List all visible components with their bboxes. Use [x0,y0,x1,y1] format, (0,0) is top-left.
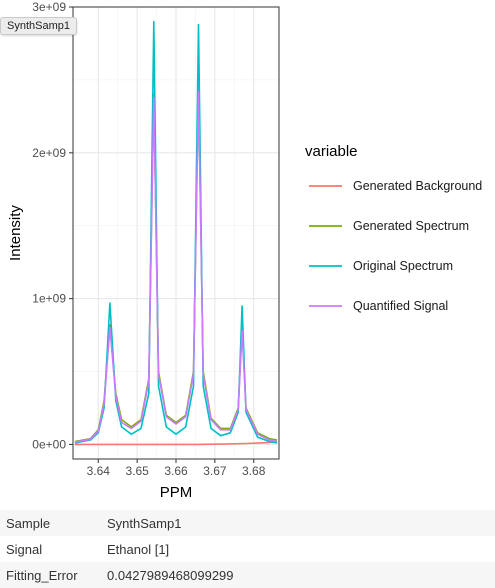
legend-title: variable [305,143,358,160]
sample-key: Sample [0,510,101,536]
sample-value: SynthSamp1 [101,510,495,536]
y-tick-label: 3e+09 [32,0,66,14]
series-line [74,441,278,446]
fitting-error-key: Fitting_Error [0,562,101,588]
x-tick-label: 3.68 [242,464,266,478]
legend-label: Quantified Signal [353,299,448,313]
x-axis-title: PPM [160,484,193,501]
sample-tooltip: SynthSamp1 [0,17,77,35]
signal-key: Signal [0,536,101,562]
legend-label: Generated Spectrum [353,219,469,233]
legend-label: Generated Background [353,179,482,193]
fitting-error-value: 0.0427989468099299 [101,562,495,588]
x-tick-label: 3.65 [125,464,149,478]
x-tick-label: 3.66 [164,464,188,478]
x-tick-label: 3.67 [203,464,227,478]
x-tick-label: 3.64 [87,464,111,478]
series-line [74,90,278,443]
y-tick-label: 0e+00 [32,437,66,451]
info-table: Sample SynthSamp1 Signal Ethanol [1] Fit… [0,510,495,588]
y-axis-title: Intensity [7,205,24,261]
y-tick-label: 2e+09 [32,146,66,160]
table-row: Fitting_Error 0.0427989468099299 [0,562,495,588]
table-row: Signal Ethanol [1] [0,536,495,562]
chart: 3.64 3.65 3.66 3.67 3.68 0e+00 1e+09 2e+09 3e+09… [7,0,482,501]
signal-value: Ethanol [1] [101,536,495,562]
plot-border [72,6,280,460]
y-tick-label: 1e+09 [32,292,66,306]
table-row: Sample SynthSamp1 [0,510,495,536]
chart-svg: 3.64 3.65 3.66 3.67 3.68 0e+00 1e+09 2e+09 3e+09… [7,0,482,501]
legend-label: Original Spectrum [353,259,453,273]
